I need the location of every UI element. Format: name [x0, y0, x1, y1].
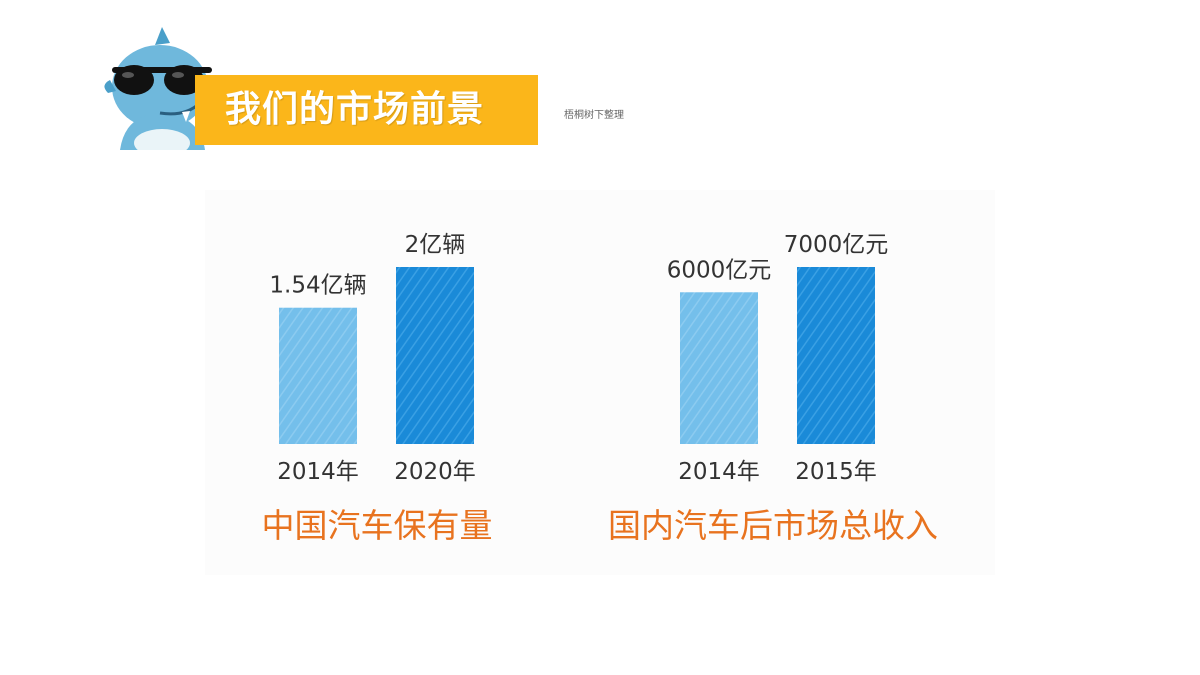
- category-label-2014: 2014年: [678, 459, 760, 485]
- chart-title-aftermarket-revenue: 国内汽车后市场总收入: [608, 506, 938, 545]
- title-banner: 我们的市场前景: [195, 75, 538, 145]
- category-label-2015: 2015年: [795, 459, 877, 485]
- bar-2020: [396, 267, 474, 444]
- bar-2014: [680, 292, 758, 444]
- credit-text: 梧桐树下整理: [564, 110, 624, 121]
- chart-car-ownership: 1.54亿辆 2亿辆 2014年 2020年 中国汽车保有量: [262, 232, 493, 545]
- category-label-2014: 2014年: [277, 459, 359, 485]
- value-label-2014: 6000亿元: [667, 257, 772, 283]
- mascot-illustration: [104, 27, 212, 150]
- chart-title-car-ownership: 中国汽车保有量: [262, 506, 493, 545]
- value-label-2014: 1.54亿辆: [269, 273, 366, 299]
- bar-2014: [279, 307, 357, 444]
- page-title: 我们的市场前景: [225, 89, 485, 130]
- value-label-2020: 2亿辆: [405, 232, 466, 258]
- chart-aftermarket-revenue: 6000亿元 7000亿元 2014年 2015年 国内汽车后市场总收入: [608, 232, 938, 545]
- bar-2015: [797, 267, 875, 444]
- value-label-2015: 7000亿元: [784, 232, 889, 258]
- category-label-2020: 2020年: [394, 459, 476, 485]
